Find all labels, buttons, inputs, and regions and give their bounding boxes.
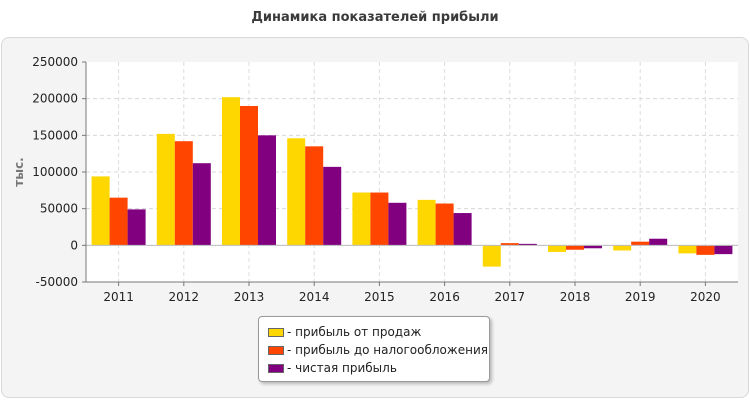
bar — [305, 146, 324, 246]
legend-item-net-profit: - чистая прибыль — [268, 359, 489, 377]
bar — [417, 199, 436, 246]
y-tick-label: 200000 — [32, 92, 78, 106]
x-tick-label: 2014 — [299, 290, 330, 304]
legend-label-net-profit: - чистая прибыль — [287, 361, 397, 375]
bar — [482, 245, 501, 267]
bar — [240, 106, 258, 246]
x-tick-label: 2018 — [560, 290, 591, 304]
bar — [678, 245, 697, 254]
y-tick-label: -50000 — [35, 275, 78, 289]
bar — [518, 243, 537, 246]
x-tick-label: 2015 — [364, 290, 395, 304]
bar — [584, 245, 602, 249]
y-tick-label: 0 — [70, 238, 78, 252]
x-tick-label: 2013 — [234, 290, 265, 304]
bar — [258, 135, 276, 246]
y-tick-label: 50000 — [40, 202, 78, 216]
bar — [370, 192, 389, 246]
bar — [352, 192, 371, 246]
bar — [631, 241, 650, 246]
bar — [500, 243, 519, 246]
bar — [192, 163, 211, 246]
legend-swatch-net-profit — [268, 363, 284, 373]
y-tick-label: 100000 — [32, 165, 78, 179]
bar — [222, 97, 240, 246]
legend-swatch-pretax-profit — [268, 345, 284, 355]
x-tick-label: 2020 — [690, 290, 721, 304]
x-tick-label: 2019 — [625, 290, 656, 304]
chart-title: Динамика показателей прибыли — [251, 10, 499, 25]
y-tick-label: 250000 — [32, 55, 78, 69]
bar — [388, 202, 407, 246]
bar — [109, 197, 128, 246]
bar — [566, 245, 584, 250]
y-axis-label: тыс. — [12, 157, 26, 186]
x-tick-label: 2011 — [103, 290, 134, 304]
bar — [174, 141, 193, 246]
legend-item-sales-profit: - прибыль от продаж — [268, 323, 489, 341]
bar — [127, 209, 146, 246]
legend-label-pretax-profit: - прибыль до налогообложения — [287, 343, 488, 357]
x-tick-label: 2012 — [169, 290, 200, 304]
bar — [287, 138, 306, 246]
bar — [323, 166, 342, 246]
bar — [613, 245, 632, 251]
bar — [91, 176, 110, 246]
bar — [453, 213, 472, 246]
y-tick-label: 150000 — [32, 128, 78, 142]
legend-item-pretax-profit: - прибыль до налогообложения — [268, 341, 489, 359]
legend-swatch-sales-profit — [268, 327, 284, 337]
chart-legend: - прибыль от продаж - прибыль до налогоо… — [258, 316, 490, 382]
bar — [435, 203, 454, 246]
bar — [696, 245, 715, 255]
bar — [649, 238, 668, 246]
bar — [156, 133, 175, 246]
x-tick-label: 2017 — [495, 290, 526, 304]
bar — [714, 245, 733, 255]
legend-label-sales-profit: - прибыль от продаж — [287, 325, 422, 339]
bar — [548, 245, 566, 252]
x-tick-label: 2016 — [429, 290, 460, 304]
